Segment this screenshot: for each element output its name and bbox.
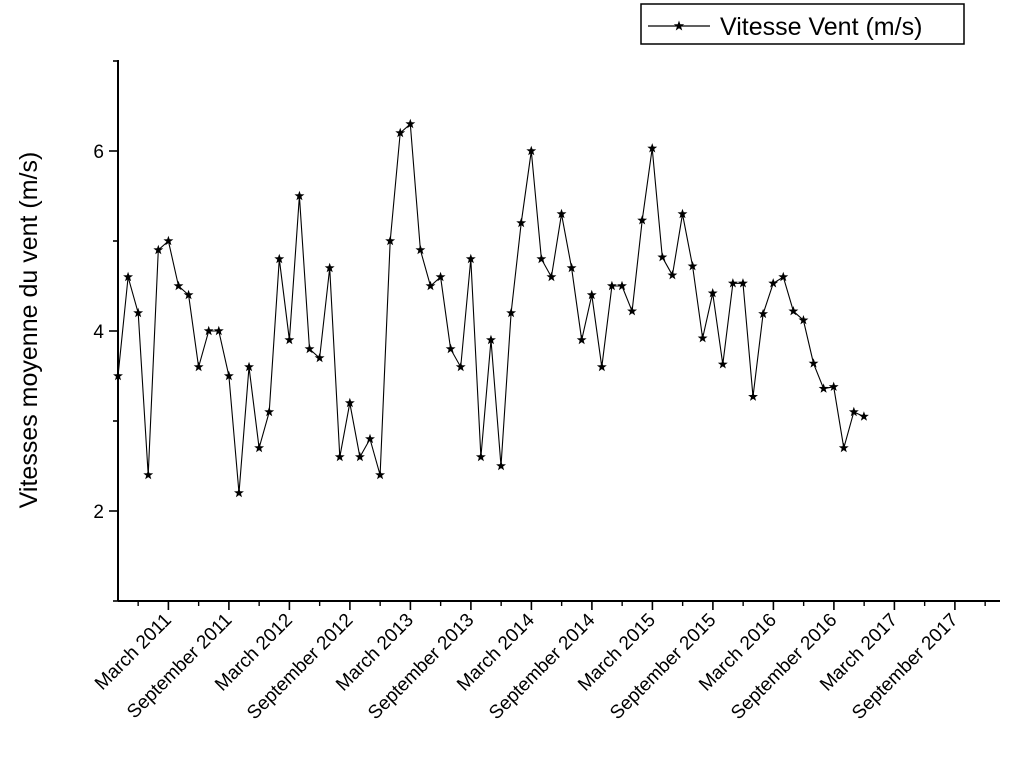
data-point-star [153, 244, 164, 255]
axes [117, 60, 1000, 602]
data-point-star [445, 343, 456, 354]
data-point-star [667, 270, 678, 280]
data-point-star [758, 308, 769, 319]
data-point-star [778, 271, 789, 282]
data-point-star [748, 391, 758, 401]
data-point-star [173, 280, 184, 291]
legend-star-marker [673, 20, 685, 31]
data-point-star [455, 361, 466, 372]
data-point-star [788, 306, 799, 316]
data-point-star [193, 361, 204, 372]
data-point-star [324, 262, 335, 273]
data-point-star [425, 280, 436, 291]
data-point-star [395, 127, 406, 138]
data-point-star [234, 487, 244, 498]
legend: Vitesse Vent (m/s) [640, 3, 965, 45]
data-point-star [264, 406, 275, 417]
data-point-star [486, 334, 496, 345]
legend-box [640, 3, 965, 45]
data-point-star [163, 235, 174, 246]
data-point-star [385, 235, 396, 246]
data-point-star [576, 334, 587, 345]
x-tick-label: September 2012 [243, 610, 357, 724]
data-point-star [798, 315, 809, 325]
data-point-star [838, 442, 849, 453]
data-point-star [657, 252, 668, 262]
x-tick-label: September 2015 [606, 610, 720, 724]
data-point-star [738, 278, 748, 288]
data-point-star [697, 333, 708, 343]
data-point-star [727, 278, 738, 288]
y-tick-label: 4 [93, 322, 104, 343]
y-axis-label: Vitesses moyenne du vent (m/s) [15, 152, 43, 509]
data-point-star [213, 325, 224, 336]
data-point-star [556, 208, 567, 219]
data-point-star [647, 143, 658, 153]
data-point-star [405, 118, 416, 129]
x-tick-label: September 2011 [123, 610, 236, 723]
data-point-star [617, 280, 627, 291]
data-point-star [475, 451, 486, 462]
data-point-star [526, 145, 537, 156]
data-point-star [586, 289, 597, 300]
data-point-star [435, 271, 446, 282]
data-point-star [536, 253, 547, 264]
data-point-star [465, 253, 476, 264]
data-point-star [314, 352, 325, 363]
data-point-star [848, 406, 859, 417]
data-point-star [284, 334, 295, 345]
series-layer [113, 118, 869, 498]
data-point-star [506, 307, 517, 318]
data-point-star [818, 383, 829, 393]
data-point-star [858, 411, 869, 421]
data-point-star [596, 361, 607, 372]
data-point-star [304, 343, 315, 354]
data-point-star [123, 271, 134, 282]
data-point-star [768, 278, 779, 288]
x-tick-label: September 2017 [848, 610, 962, 724]
data-point-star [244, 361, 254, 372]
data-point-star [344, 397, 355, 408]
data-point-star [606, 280, 617, 291]
data-point-star [203, 325, 214, 336]
data-point-star [143, 469, 154, 480]
data-point-star [627, 306, 638, 316]
data-point-star [223, 370, 234, 381]
x-tick-label: September 2014 [485, 609, 599, 723]
data-point-star [677, 208, 688, 219]
data-point-star [113, 370, 123, 381]
y-tick-label: 6 [93, 142, 104, 163]
data-point-star [365, 433, 375, 444]
x-tick-label: September 2013 [364, 610, 478, 724]
data-point-star [687, 261, 698, 271]
data-point-star [496, 460, 506, 471]
data-point-star [334, 451, 345, 462]
data-point-star [566, 262, 577, 273]
x-tick-label: September 2016 [727, 610, 841, 724]
data-point-star [717, 359, 728, 369]
data-point-star [828, 381, 839, 392]
data-point-star [516, 217, 527, 228]
data-point-star [546, 271, 557, 282]
data-point-star [254, 442, 265, 453]
legend-label: Vitesse Vent (m/s) [720, 13, 922, 41]
data-point-star [294, 190, 305, 201]
data-point-star [375, 469, 386, 480]
data-point-star [133, 307, 144, 318]
series-line [117, 122, 865, 494]
y-ticks: 2 4 6 [93, 60, 118, 602]
data-point-star [274, 253, 285, 264]
data-point-star [808, 358, 819, 368]
data-point-star [637, 215, 648, 225]
data-point-star [707, 288, 718, 298]
data-point-star [183, 289, 194, 300]
data-point-star [354, 451, 365, 462]
y-tick-label: 2 [93, 502, 104, 523]
data-point-star [415, 244, 426, 255]
